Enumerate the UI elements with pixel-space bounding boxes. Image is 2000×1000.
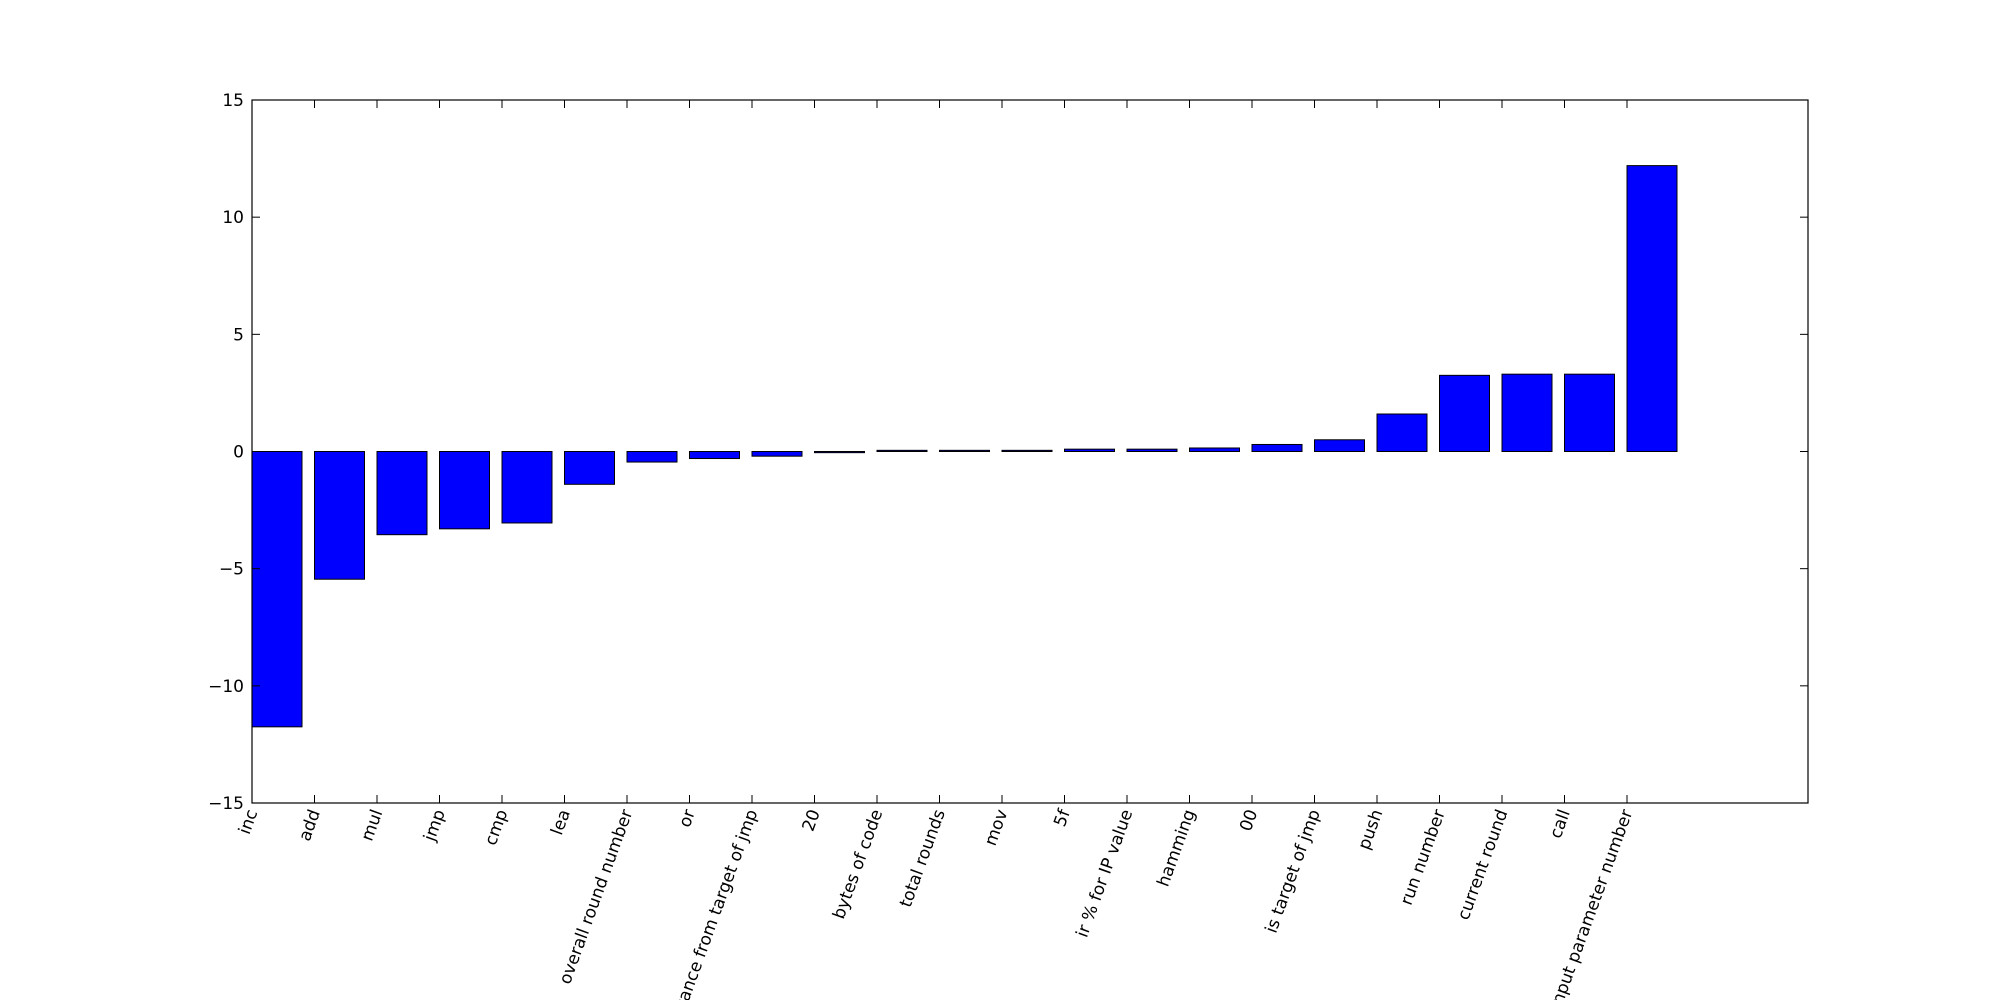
bar [1001,449,1053,453]
y-tick-label: 0 [233,443,244,463]
y-tick-label: −15 [208,794,244,814]
bar [501,451,553,524]
bar [1626,165,1678,452]
x-category-label: 5f [1050,806,1075,830]
bar [876,449,928,453]
bar [814,451,865,454]
plot-area-frame [251,99,1809,804]
y-tick-label: 15 [222,91,244,111]
bar [376,451,428,536]
bar [1564,373,1615,453]
bar [1251,443,1303,453]
y-tick-label: −10 [208,677,244,697]
bar [1376,413,1428,452]
bar [1064,448,1115,453]
bar [314,451,365,580]
bar [1126,448,1178,453]
bar [626,451,678,463]
y-tick-label: 10 [222,208,244,228]
y-tick-label: 5 [233,325,244,345]
bar [1439,374,1490,453]
x-category-label: or [675,807,700,830]
bar [1314,439,1365,452]
bar [1189,447,1240,452]
bar [439,451,490,530]
bar [564,451,615,485]
bar [251,451,303,728]
bar [939,449,990,453]
bar [689,451,740,460]
y-tick-label: −5 [219,560,244,580]
bars-layer [251,165,1678,728]
bar [751,451,803,457]
bar [1501,373,1553,453]
